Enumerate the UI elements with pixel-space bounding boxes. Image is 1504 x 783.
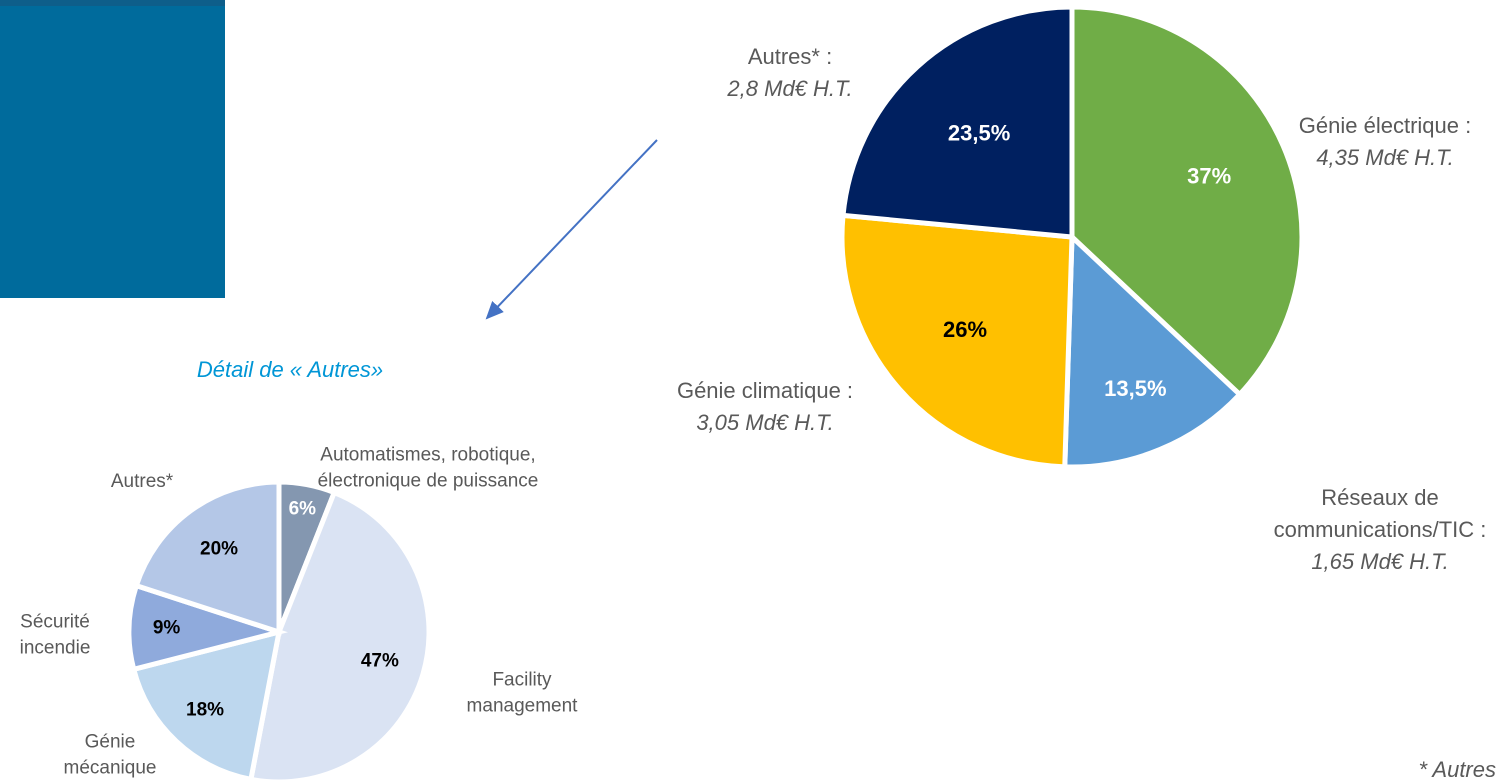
- pie-slice: [130, 628, 283, 782]
- amount-label: 1,65 Md€ H.T.: [1311, 548, 1449, 574]
- value-label: 23,5%: [948, 121, 1010, 146]
- category-label: Automatismes, robotique, électronique de…: [303, 442, 553, 493]
- pie-slice: [1062, 231, 1244, 470]
- category-label: Sécurité incendie: [0, 609, 110, 660]
- value-label: 37%: [1187, 163, 1231, 188]
- category-name: Génie climatique :: [676, 378, 854, 404]
- amount-label: 4,35 Md€ H.T.: [1316, 145, 1454, 170]
- pie-slice: [840, 4, 1075, 240]
- category-label: Génie électrique : 4,35 Md€ H.T.: [1270, 110, 1500, 174]
- category-label: Facility management: [457, 667, 587, 718]
- category-name: Génie mécanique: [63, 731, 157, 778]
- pie-slice: [247, 489, 432, 782]
- side-panel: [0, 0, 225, 298]
- category-name: Réseaux de communications/TIC :: [1273, 485, 1487, 543]
- panel-strip: [0, 0, 225, 6]
- category-label: Génie mécanique: [55, 729, 165, 780]
- value-label: 13,5%: [1104, 376, 1166, 401]
- pie-slice: [1069, 4, 1305, 398]
- category-label: Réseaux de communications/TIC : 1,65 Md€ …: [1250, 482, 1504, 578]
- value-label: 47%: [361, 650, 399, 671]
- pie-slice: [839, 212, 1075, 470]
- category-name: Automatismes, robotique, électronique de…: [317, 444, 539, 491]
- category-name: Génie électrique :: [1298, 113, 1472, 139]
- amount-label: 3,05 Md€ H.T.: [696, 410, 834, 435]
- value-label: 9%: [153, 617, 181, 638]
- category-name: Autres*: [110, 471, 174, 493]
- value-label: 20%: [200, 538, 238, 559]
- value-label: 6%: [289, 499, 317, 520]
- category-label: Génie climatique : 3,05 Md€ H.T.: [635, 375, 895, 439]
- category-label: Autres* : 2,8 Md€ H.T.: [680, 41, 900, 105]
- value-label: 26%: [943, 317, 987, 342]
- amount-label: 2,8 Md€ H.T.: [727, 76, 853, 101]
- category-name: Autres* :: [747, 44, 833, 70]
- category-name: Sécurité incendie: [19, 611, 91, 658]
- pie-slice: [133, 479, 282, 636]
- value-label: 18%: [186, 700, 224, 721]
- category-name: Facility management: [466, 669, 578, 716]
- footnote: * Autres: [1418, 757, 1496, 782]
- chart-title: Détail de « Autres»: [196, 357, 384, 382]
- category-label: Autres*: [82, 469, 202, 495]
- arrow: [485, 139, 658, 320]
